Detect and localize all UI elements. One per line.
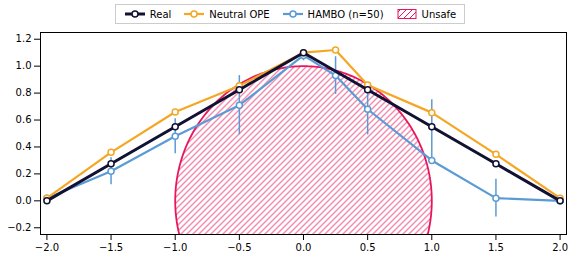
html-text:Neutral OPE: Neutral OPE [209,8,270,20]
svg-text:1.5: 1.5 [488,242,504,253]
svg-text:1.0: 1.0 [16,60,32,71]
html-text:HAMBO (n=50): HAMBO (n=50) [307,8,384,20]
svg-text:1.2: 1.2 [16,33,32,44]
svg-text:−1.5: −1.5 [99,242,123,253]
svg-text:−1.0: −1.0 [163,242,187,253]
svg-text:0.4: 0.4 [16,141,32,152]
svg-text:−0.5: −0.5 [227,242,251,253]
svg-text:0.6: 0.6 [16,114,32,125]
svg-text:0.8: 0.8 [16,87,32,98]
svg-text:2.0: 2.0 [552,242,568,253]
html-text:Unsafe: Unsafe [421,8,457,20]
svg-text:0.2: 0.2 [16,168,32,179]
svg-text:−2.0: −2.0 [35,242,59,253]
svg-text:0.5: 0.5 [360,242,376,253]
svg-text:0.0: 0.0 [296,242,312,253]
svg-text:1.0: 1.0 [424,242,440,253]
svg-text:−0.2: −0.2 [7,222,31,233]
svg-text:0.0: 0.0 [16,195,32,206]
html-text:Real: Real [149,8,172,20]
